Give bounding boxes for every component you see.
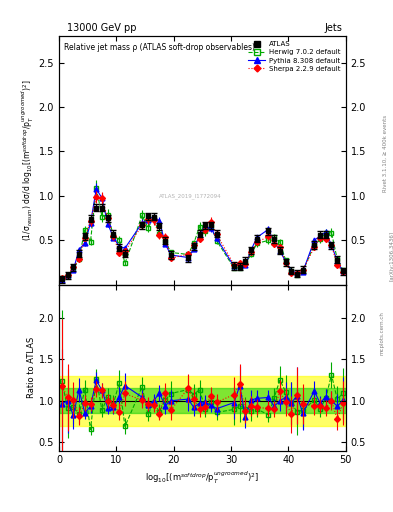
Text: mcplots.cern.ch: mcplots.cern.ch (379, 311, 384, 355)
Y-axis label: Ratio to ATLAS: Ratio to ATLAS (27, 337, 36, 398)
Text: Jets: Jets (324, 23, 342, 33)
Text: 13000 GeV pp: 13000 GeV pp (67, 23, 136, 33)
X-axis label: log$_{10}$[(m$^{soft drop}$/p$_T^{ungroomed}$)$^2$]: log$_{10}$[(m$^{soft drop}$/p$_T^{ungroo… (145, 470, 259, 486)
Text: Rivet 3.1.10, ≥ 400k events: Rivet 3.1.10, ≥ 400k events (383, 115, 388, 192)
Legend: ATLAS, Herwig 7.0.2 default, Pythia 8.308 default, Sherpa 2.2.9 default: ATLAS, Herwig 7.0.2 default, Pythia 8.30… (246, 39, 342, 74)
Text: Relative jet mass ρ (ATLAS soft-drop observables): Relative jet mass ρ (ATLAS soft-drop obs… (64, 44, 255, 52)
Y-axis label: (1/σ$_{resum}$) dσ/d log$_{10}$[(m$^{soft drop}$/p$_T^{ungroomed}$)$^2$]: (1/σ$_{resum}$) dσ/d log$_{10}$[(m$^{sof… (20, 79, 36, 241)
Text: ATLAS_2019_I1772094: ATLAS_2019_I1772094 (160, 194, 222, 199)
Text: [arXiv:1306.3436]: [arXiv:1306.3436] (389, 231, 393, 281)
Bar (59, 376, 346, 425)
Bar (59, 388, 346, 413)
